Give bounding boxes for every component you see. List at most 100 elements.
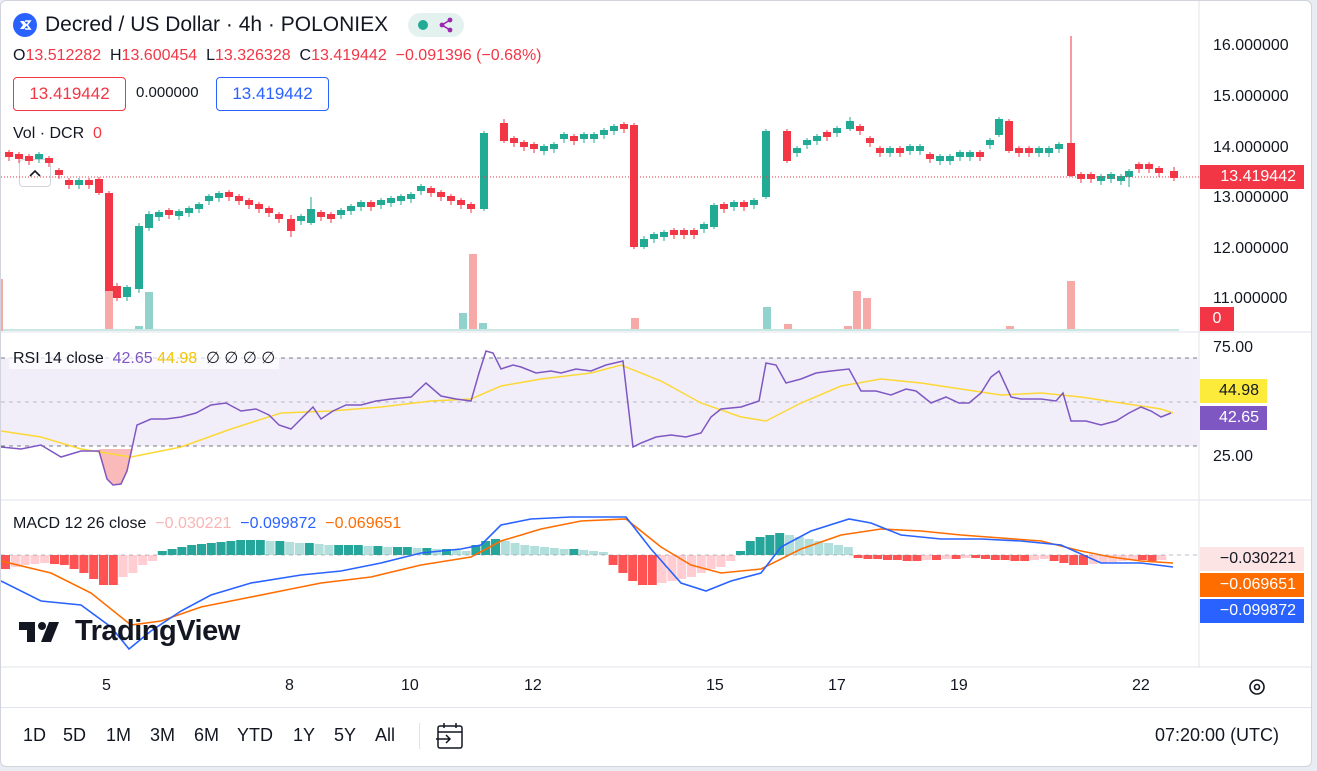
macd-hist-bar [873,555,883,559]
macd-hist-bar [794,537,804,555]
macd-hist-bar [814,541,824,555]
macd-hist-bar [304,543,314,555]
macd-hist-bar [961,555,971,558]
utc-clock[interactable]: 07:20:00 (UTC) [1155,725,1280,745]
macd-hist-bar [745,541,755,555]
timeframe-5d[interactable]: 5D [63,725,87,745]
candle-body [680,230,688,235]
status-pill[interactable] [408,13,465,37]
candle-body [1155,168,1163,173]
collapse-legend-button[interactable] [19,159,51,187]
candle-body [407,194,415,199]
macd-hist-bar [765,535,775,555]
macd-hist-bar [1147,555,1157,561]
macd-hist-bar [589,551,598,555]
candle-body [530,144,538,149]
candle-body [660,232,668,237]
macd-hist-bar [785,535,794,555]
candle-body [976,152,984,157]
logo-text: TradingView [75,615,240,647]
candle-body [417,186,425,191]
candle-body [15,154,23,159]
macd-hist-bar [902,555,912,561]
macd-hist-bar [1010,555,1020,561]
macd-hist-bar [275,541,285,555]
time-tick: 17 [828,677,846,694]
candle-body [1097,176,1105,181]
candle-body [1025,148,1033,153]
candle-body [235,196,243,201]
candle-body [590,134,598,139]
candle-body [25,156,33,161]
candle-body [225,192,233,197]
buy-button[interactable]: 13.419442 [216,77,329,111]
rsi-extra-values: ∅ ∅ ∅ ∅ [206,350,276,367]
symbol-title: Decred / US Dollar · 4h · POLONIEX [45,13,389,36]
macd-hist-bar [1020,555,1030,561]
candle-body [367,202,375,207]
symbol-header[interactable]: Decred / US Dollar · 4h · POLONIEX [13,13,465,37]
timeframe-all[interactable]: All [375,725,396,745]
tradingview-logo[interactable]: TradingView [19,615,240,648]
candle-body [327,214,335,219]
change-value: −0.091396 (−0.68%) [395,47,542,64]
chart-canvas[interactable] [1,1,1311,707]
candle-body [510,138,518,143]
candle-body [803,140,811,145]
candle-body [65,180,73,185]
candle-body [966,152,974,157]
candle-body [1015,148,1023,153]
macd-hist-bar [236,540,246,555]
macd-hist-bar [608,555,618,565]
time-tick: 12 [524,677,542,694]
timeframe-1d[interactable]: 1D [23,725,47,745]
timeframe-6m[interactable]: 6M [194,725,220,745]
macd-hist-bar [1137,555,1147,560]
candle-body [906,146,914,151]
candle-body [75,180,83,185]
macd-hist-bar [461,551,471,555]
candle-body [347,206,355,211]
candle-body [793,148,801,153]
close-label: C [299,47,312,64]
timeframe-5y[interactable]: 5Y [334,725,357,745]
candle-body [986,140,994,145]
sell-button[interactable]: 13.419442 [13,77,126,111]
price-tick: 15.000000 [1213,88,1289,105]
timeframe-1y[interactable]: 1Y [293,725,316,745]
macd-hist-bar [118,555,128,577]
macd-hist-bar [726,555,736,561]
macd-hist-bar [206,543,216,555]
macd-hist-bar [491,539,500,555]
time-tick: 5 [102,677,111,694]
macd-hist-bar [1059,555,1069,563]
time-tick: 8 [285,677,294,694]
macd-hist-bar [755,537,765,555]
timeframe-3m[interactable]: 3M [150,725,176,745]
candle-body [1045,148,1053,153]
macd-hist-bar [559,549,569,555]
calendar-range-icon[interactable] [435,722,465,750]
settings-icon[interactable] [1249,679,1265,695]
share-nodes-icon [439,17,453,33]
macd-hist-bar [951,555,961,559]
timeframe-1m[interactable]: 1M [106,725,132,745]
candle-body [55,170,63,175]
macd-hist-bar [363,546,373,555]
small-candles [5,122,1163,243]
macd-hist-bar [687,555,696,577]
macd-signal-tag: −0.069651 [1200,573,1304,597]
macd-hist-bar [932,555,941,560]
candle-body [1035,148,1043,153]
bottom-toolbar [1,707,1311,766]
candle-body [700,224,708,229]
open-value: 13.512282 [25,47,102,64]
candle-body [297,216,305,221]
rsi-line [1,350,1172,486]
candle-body [397,196,405,201]
macd-hist-bar [344,545,353,555]
macd-hist-bar [30,555,40,564]
timeframe-ytd[interactable]: YTD [237,725,273,745]
candle-body [610,126,618,131]
